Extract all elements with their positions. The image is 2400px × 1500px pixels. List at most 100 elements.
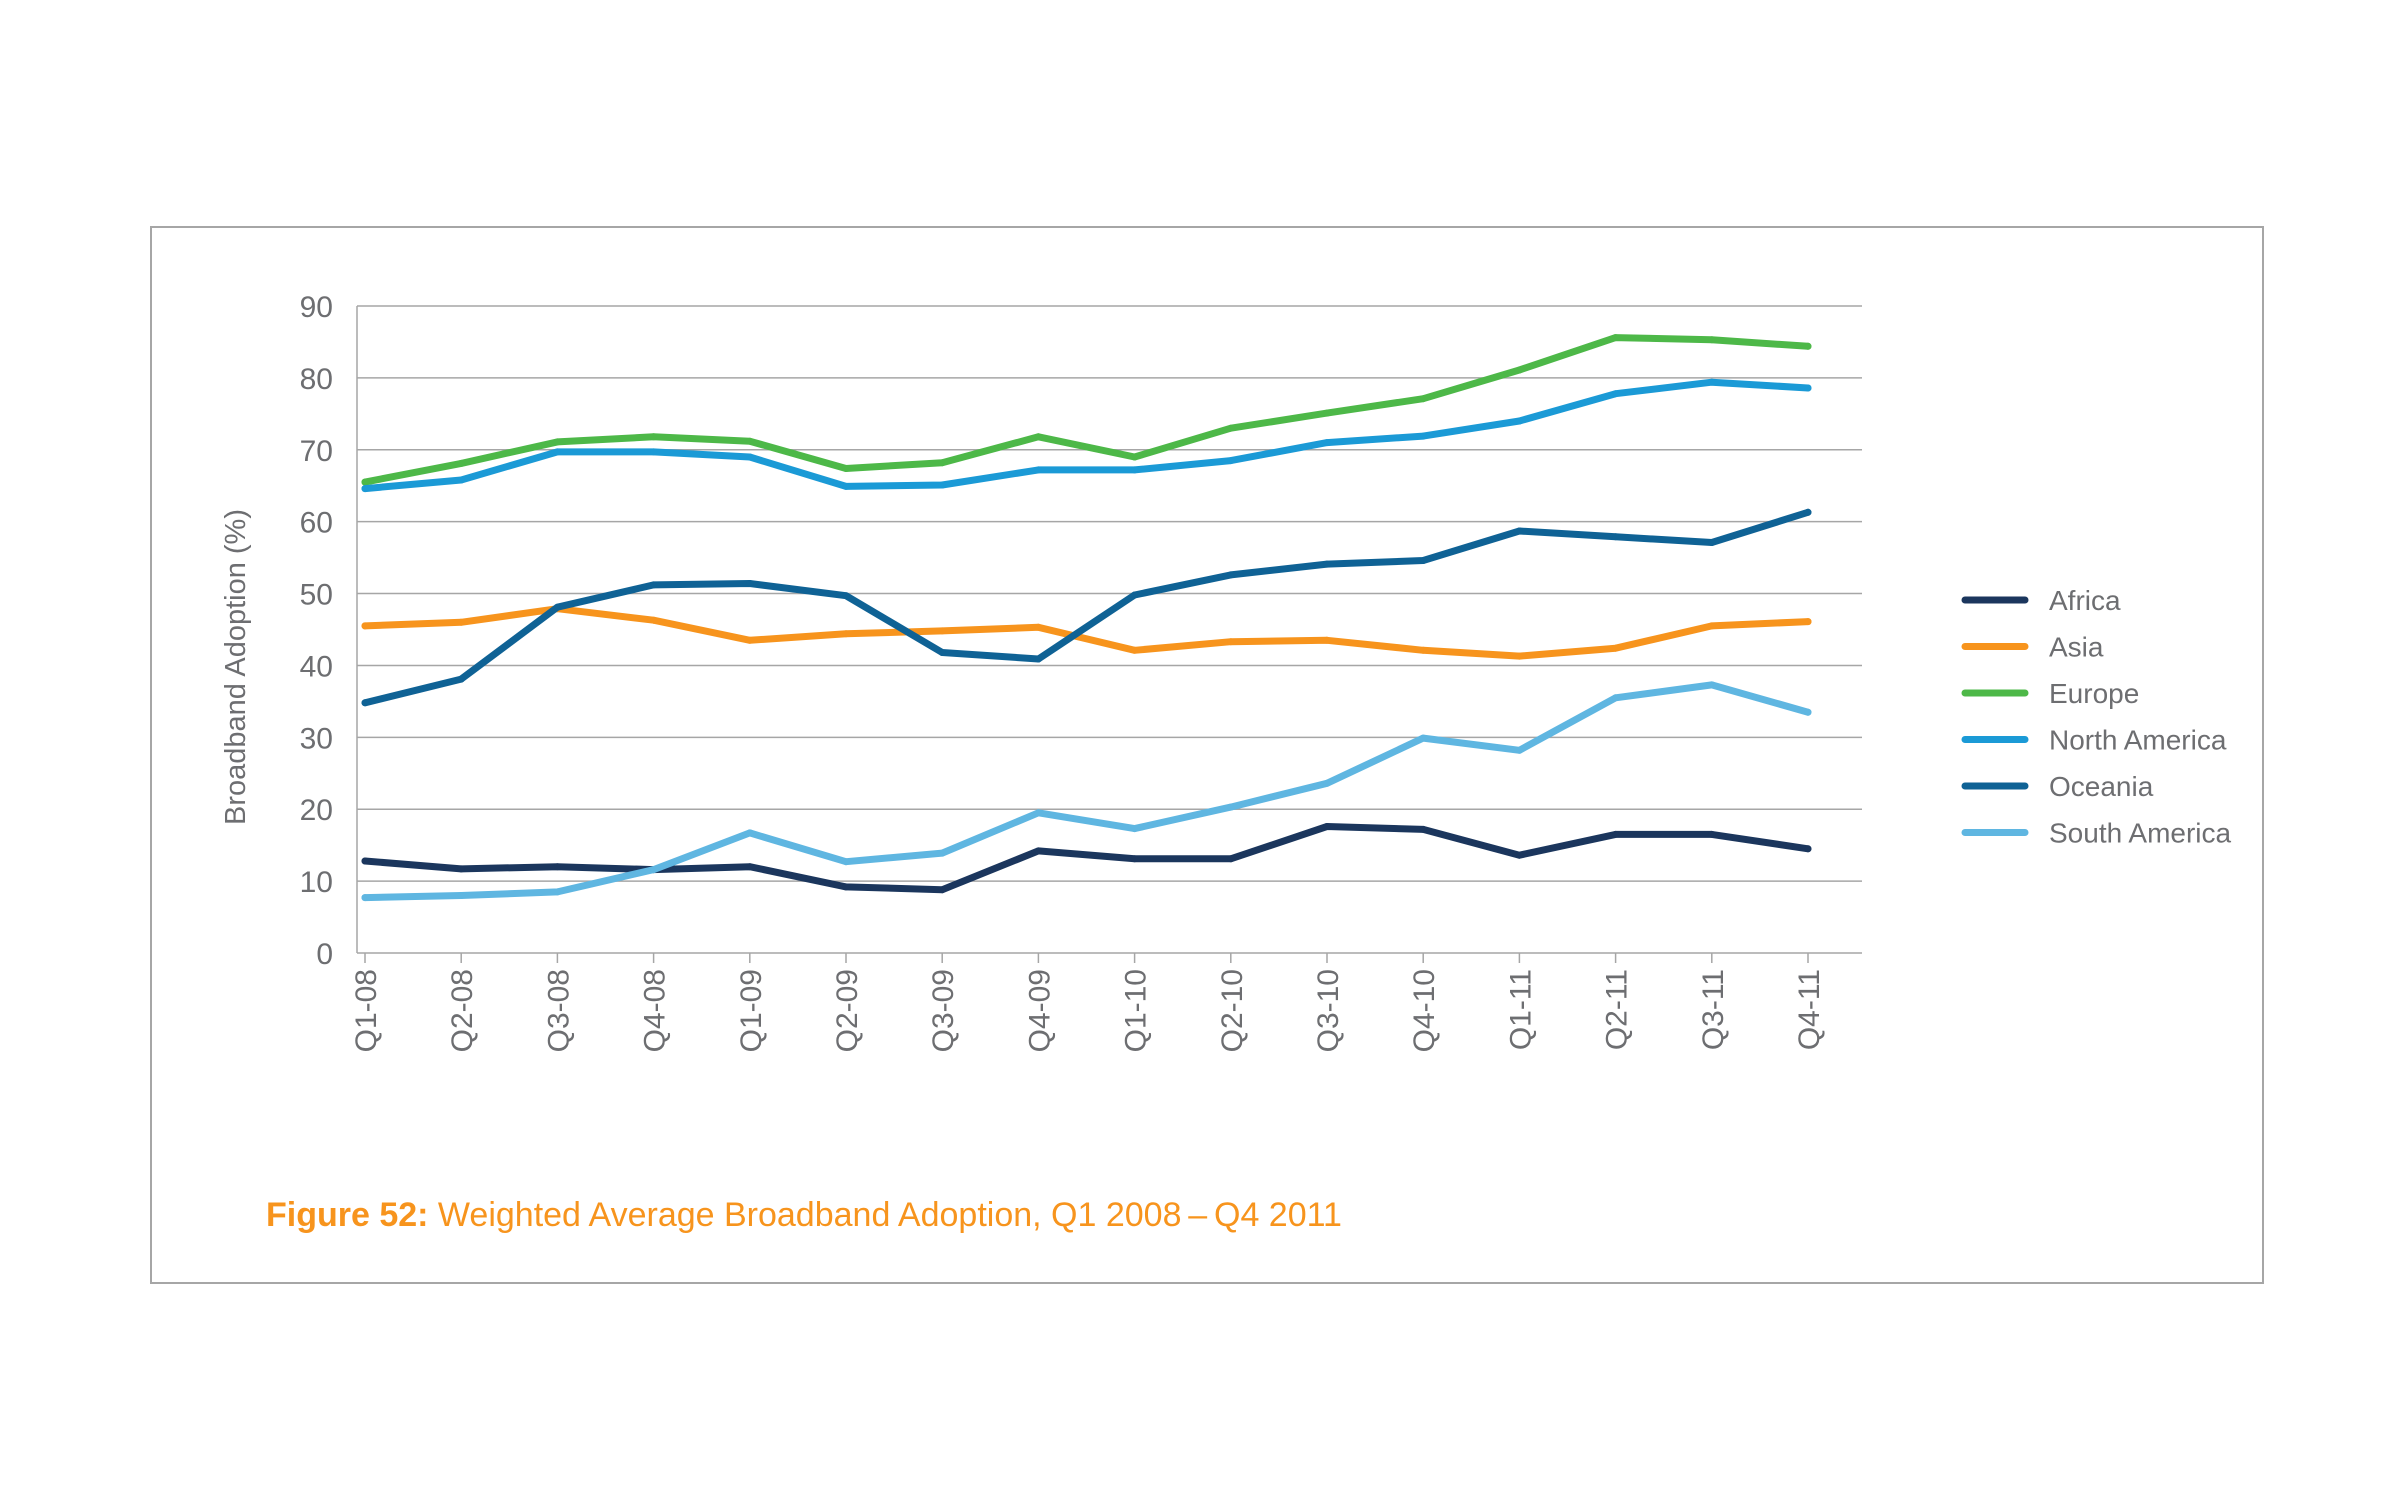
data-point-africa xyxy=(1515,851,1523,859)
data-point-oceania xyxy=(553,603,561,611)
data-point-north-america xyxy=(457,476,465,484)
data-point-europe xyxy=(1227,424,1235,432)
legend-item-north-america: North America xyxy=(1961,725,2227,756)
data-point-africa xyxy=(1323,823,1331,830)
data-point-north-america xyxy=(1515,417,1523,425)
data-point-africa xyxy=(1131,855,1139,863)
x-tick-label: Q4-09 xyxy=(1023,969,1056,1052)
data-point-europe xyxy=(1419,395,1427,403)
data-point-africa xyxy=(1034,847,1042,855)
figure-caption: Figure 52: Weighted Average Broadband Ad… xyxy=(266,1196,1342,1235)
data-point-south-america xyxy=(1804,708,1812,716)
data-point-south-america xyxy=(457,892,465,899)
data-point-north-america xyxy=(938,481,946,489)
series-line-oceania xyxy=(361,508,1812,707)
y-tick-label: 60 xyxy=(300,507,333,540)
data-point-europe xyxy=(650,433,658,441)
legend-item-oceania: Oceania xyxy=(1961,771,2154,802)
data-point-oceania xyxy=(1515,527,1523,535)
legend-item-europe: Europe xyxy=(1961,678,2139,709)
chart-frame xyxy=(150,226,2264,1284)
data-point-north-america xyxy=(1131,466,1139,474)
y-tick-label: 0 xyxy=(316,938,333,971)
data-point-oceania xyxy=(1227,571,1235,579)
data-point-asia xyxy=(1034,623,1042,631)
series-line-south-america xyxy=(361,681,1812,902)
data-point-south-america xyxy=(1419,734,1427,742)
legend-label: South America xyxy=(2049,818,2232,849)
series-lines xyxy=(361,334,1812,902)
legend-label: Oceania xyxy=(2049,771,2154,802)
data-point-europe xyxy=(1804,342,1812,350)
data-point-asia xyxy=(1131,646,1139,654)
legend-item-south-america: South America xyxy=(1961,818,2232,849)
figure-label: Figure 52: xyxy=(266,1196,429,1234)
data-point-africa xyxy=(1804,845,1812,853)
data-point-asia xyxy=(361,622,369,630)
data-point-africa xyxy=(746,863,754,871)
series-line-asia xyxy=(361,605,1812,660)
data-point-north-america xyxy=(361,485,369,493)
data-point-europe xyxy=(842,465,850,472)
y-tick-label: 90 xyxy=(300,291,333,324)
y-tick-label: 30 xyxy=(300,722,333,755)
x-tick-label: Q1-11 xyxy=(1504,969,1537,1050)
data-point-south-america xyxy=(842,858,850,866)
data-point-europe xyxy=(1323,409,1331,417)
data-point-north-america xyxy=(746,453,754,461)
data-point-north-america xyxy=(1419,432,1427,440)
data-point-africa xyxy=(361,857,369,865)
data-point-north-america xyxy=(1708,378,1716,386)
data-point-europe xyxy=(1612,334,1620,342)
data-point-south-america xyxy=(361,894,369,902)
data-point-asia xyxy=(1227,638,1235,646)
x-tick-label: Q4-08 xyxy=(639,969,672,1052)
data-point-south-america xyxy=(1227,803,1235,811)
data-point-oceania xyxy=(1804,508,1812,516)
data-point-north-america xyxy=(650,448,658,456)
legend-label: Africa xyxy=(2049,585,2121,616)
data-point-asia xyxy=(938,627,946,635)
legend-label: Europe xyxy=(2049,678,2139,709)
data-point-oceania xyxy=(938,649,946,656)
legend: Africa Asia Europe North America Oceania Sout… xyxy=(1961,585,2232,849)
data-point-africa xyxy=(553,863,561,871)
data-point-oceania xyxy=(1419,557,1427,564)
data-point-oceania xyxy=(650,581,658,589)
y-tick-label: 20 xyxy=(300,794,333,827)
x-tick-label: Q2-11 xyxy=(1601,969,1634,1050)
x-tick-label: Q1-08 xyxy=(350,969,383,1052)
data-point-south-america xyxy=(650,866,658,874)
x-tick-label: Q4-10 xyxy=(1408,969,1441,1052)
data-point-south-america xyxy=(1131,825,1139,833)
x-tick-label: Q2-10 xyxy=(1216,969,1249,1052)
x-tick-label: Q2-09 xyxy=(831,969,864,1052)
legend-label: North America xyxy=(2049,725,2227,756)
data-point-asia xyxy=(842,630,850,638)
data-point-europe xyxy=(746,437,754,445)
data-point-south-america xyxy=(746,829,754,837)
data-point-africa xyxy=(457,865,465,873)
data-point-north-america xyxy=(1227,457,1235,465)
data-point-oceania xyxy=(1612,533,1620,541)
data-point-north-america xyxy=(1612,390,1620,398)
x-tick-label: Q4-11 xyxy=(1793,969,1826,1050)
data-point-europe xyxy=(1515,366,1523,374)
data-point-asia xyxy=(1708,622,1716,630)
data-point-asia xyxy=(457,618,465,626)
data-point-africa xyxy=(1227,855,1235,863)
data-point-oceania xyxy=(1034,655,1042,663)
data-point-asia xyxy=(1419,646,1427,654)
y-axis-ticks: 0 10 20 30 40 50 60 70 80 90 xyxy=(300,291,333,971)
data-point-south-america xyxy=(938,849,946,857)
legend-item-asia: Asia xyxy=(1961,632,2104,663)
y-tick-label: 10 xyxy=(300,866,333,899)
data-point-asia xyxy=(1804,618,1812,626)
data-point-africa xyxy=(1419,825,1427,833)
data-point-asia xyxy=(746,636,754,644)
x-tick-label: Q1-10 xyxy=(1120,969,1153,1052)
data-point-oceania xyxy=(1131,591,1139,599)
x-tick-label: Q3-11 xyxy=(1697,969,1730,1050)
data-point-north-america xyxy=(842,482,850,490)
y-tick-label: 70 xyxy=(300,435,333,468)
